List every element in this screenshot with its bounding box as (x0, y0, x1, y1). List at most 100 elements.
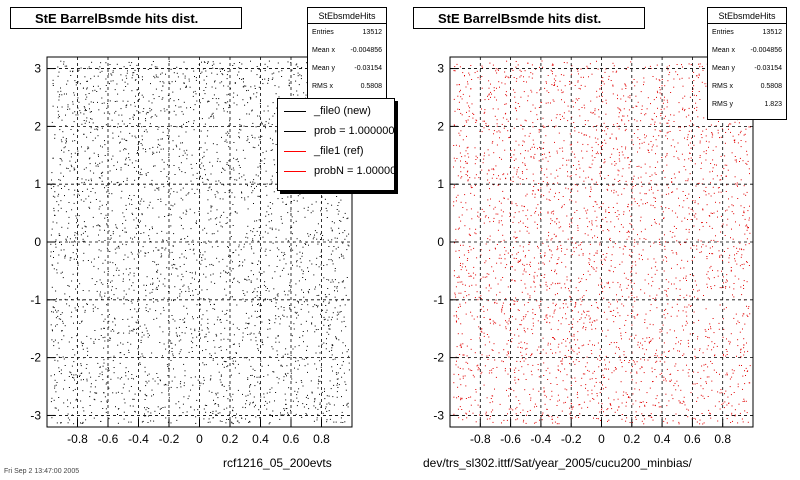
scatter-point (120, 131, 122, 133)
scatter-point (705, 381, 707, 383)
scatter-point (673, 348, 675, 350)
scatter-point (228, 419, 229, 420)
scatter-point (271, 79, 273, 80)
scatter-point (207, 212, 209, 214)
scatter-point (675, 363, 677, 365)
scatter-point (631, 294, 633, 296)
scatter-point (215, 335, 217, 337)
scatter-point (196, 399, 198, 401)
scatter-point (200, 304, 201, 306)
scatter-point (293, 199, 295, 201)
scatter-point (222, 74, 224, 76)
scatter-point (475, 119, 477, 121)
scatter-point (112, 231, 114, 233)
scatter-point (119, 184, 121, 186)
scatter-point (541, 275, 543, 276)
scatter-point (160, 313, 162, 315)
scatter-point (87, 303, 88, 305)
scatter-point (342, 352, 343, 354)
scatter-point (91, 261, 92, 263)
scatter-point (530, 399, 532, 401)
scatter-point (179, 216, 181, 218)
scatter-point (617, 169, 619, 171)
scatter-point (112, 70, 114, 72)
scatter-point (270, 179, 272, 181)
scatter-point (236, 94, 238, 96)
scatter-point (532, 312, 534, 314)
scatter-point (629, 422, 631, 423)
scatter-point (277, 255, 278, 257)
scatter-point (111, 193, 113, 195)
scatter-point (153, 394, 154, 396)
scatter-point (510, 179, 512, 181)
scatter-point (73, 258, 75, 260)
scatter-point (274, 400, 275, 402)
scatter-point (733, 317, 735, 319)
scatter-point (551, 119, 552, 121)
scatter-point (320, 233, 321, 235)
scatter-point (207, 101, 209, 103)
scatter-point (562, 230, 564, 232)
scatter-point (182, 187, 184, 189)
scatter-point (636, 314, 638, 316)
scatter-point (458, 417, 460, 419)
scatter-point (716, 210, 718, 212)
scatter-point (567, 338, 568, 340)
scatter-point (558, 199, 560, 200)
scatter-point (712, 186, 714, 188)
scatter-point (89, 111, 91, 113)
scatter-point (72, 112, 74, 114)
scatter-point (300, 323, 302, 325)
scatter-point (296, 317, 298, 319)
scatter-point (80, 379, 82, 381)
scatter-point (657, 189, 659, 191)
scatter-point (60, 87, 61, 89)
scatter-point (84, 107, 86, 109)
scatter-point (717, 187, 719, 189)
scatter-point (658, 79, 660, 81)
scatter-point (103, 347, 105, 349)
scatter-point (194, 278, 195, 280)
scatter-point (565, 345, 567, 347)
scatter-point (643, 141, 645, 143)
scatter-point (334, 286, 336, 288)
scatter-point (202, 362, 204, 364)
scatter-point (541, 60, 543, 62)
scatter-point (235, 159, 237, 161)
scatter-point (571, 116, 573, 118)
scatter-point (183, 284, 185, 286)
scatter-point (258, 349, 259, 351)
scatter-point (526, 230, 528, 232)
scatter-point (458, 132, 460, 134)
scatter-point (272, 77, 274, 79)
scatter-point (293, 328, 295, 330)
scatter-point (337, 364, 338, 365)
scatter-point (324, 398, 326, 400)
scatter-point (58, 204, 60, 206)
scatter-point (204, 123, 206, 125)
scatter-point (172, 318, 174, 320)
scatter-point (137, 319, 139, 321)
scatter-point (488, 129, 490, 131)
scatter-point (173, 368, 174, 370)
scatter-point (249, 402, 251, 404)
scatter-point (745, 141, 747, 143)
scatter-point (81, 178, 83, 180)
scatter-point (320, 264, 322, 266)
scatter-point (258, 303, 259, 305)
scatter-point (214, 80, 216, 82)
scatter-point (225, 132, 227, 134)
scatter-point (276, 107, 278, 109)
scatter-point (634, 337, 635, 339)
scatter-point (705, 135, 707, 137)
scatter-point (216, 151, 218, 153)
scatter-point (194, 90, 196, 92)
scatter-point (342, 216, 344, 218)
scatter-point (278, 71, 280, 73)
scatter-point (702, 130, 704, 132)
scatter-point (623, 213, 625, 215)
scatter-point (454, 160, 456, 162)
scatter-point (171, 351, 173, 352)
scatter-point (77, 264, 79, 266)
scatter-point (140, 168, 142, 170)
